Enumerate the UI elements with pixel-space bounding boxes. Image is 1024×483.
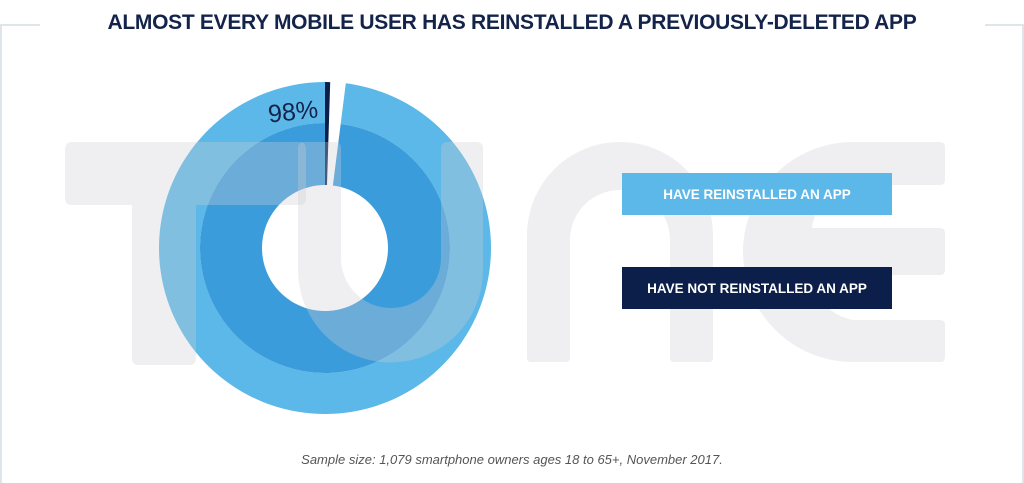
legend-reinstalled: HAVE REINSTALLED AN APP [622,173,892,215]
data-label-reinstalled: 98% [267,95,320,128]
legend-not-reinstalled: HAVE NOT REINSTALLED AN APP [622,267,892,309]
watermark-letter-u [298,142,483,363]
frame-left [0,24,2,483]
slice-not-reinstalled [325,82,331,186]
legend-label-reinstalled: HAVE REINSTALLED AN APP [663,186,851,202]
frame-top-right [985,24,1024,26]
legend-label-not-reinstalled: HAVE NOT REINSTALLED AN APP [647,280,867,296]
chart-title: ALMOST EVERY MOBILE USER HAS REINSTALLED… [107,11,917,34]
frame-top-left [0,24,40,26]
slice-reinstalled-inner [199,123,450,373]
sample-size-note: Sample size: 1,079 smartphone owners age… [301,452,723,467]
frame-right [1022,24,1024,483]
watermark-letter-t [65,142,306,365]
